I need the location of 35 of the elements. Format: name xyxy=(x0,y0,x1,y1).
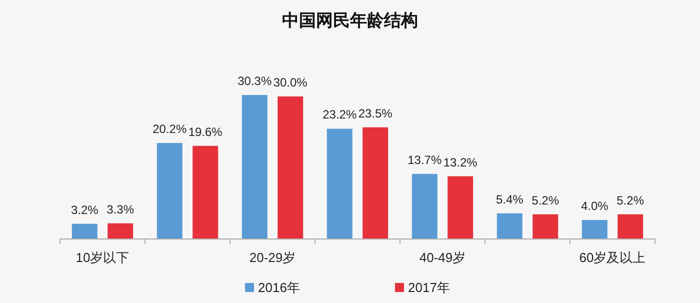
bar xyxy=(278,96,304,239)
chart-title: 中国网民年龄结构 xyxy=(282,11,418,30)
x-tick-label: 20-29岁 xyxy=(249,250,296,265)
bar xyxy=(496,213,522,239)
bar xyxy=(362,127,388,239)
data-label: 19.6% xyxy=(188,124,223,139)
data-label: 5.2% xyxy=(616,193,644,208)
data-label: 23.5% xyxy=(358,106,393,120)
data-label: 4.0% xyxy=(580,198,609,213)
x-tick-label: 40-49岁 xyxy=(419,250,466,265)
data-label: 30.3% xyxy=(238,74,272,88)
bar xyxy=(72,224,98,239)
bar xyxy=(618,214,644,239)
data-label: 13.7% xyxy=(408,152,442,167)
bar xyxy=(448,176,474,239)
data-label: 3.3% xyxy=(106,202,134,216)
data-label: 30.0% xyxy=(273,75,308,90)
legend-label: 2017年 xyxy=(408,280,450,295)
x-tick-label: 60岁及以上 xyxy=(579,250,646,265)
data-label: 20.2% xyxy=(152,122,187,136)
x-tick-label: 10岁以下 xyxy=(76,250,130,265)
data-label: 23.2% xyxy=(322,108,357,122)
bar xyxy=(192,146,218,239)
bar xyxy=(412,174,438,239)
data-label: 13.2% xyxy=(443,155,478,170)
data-label: 5.4% xyxy=(496,192,524,206)
bar xyxy=(156,143,182,239)
bar xyxy=(242,95,268,239)
data-label: 5.2% xyxy=(532,193,560,208)
bar xyxy=(326,128,352,239)
bar xyxy=(582,220,608,239)
legend-label: 2016年 xyxy=(258,280,300,295)
bar xyxy=(532,214,558,239)
data-label: 3.2% xyxy=(70,202,99,217)
bar xyxy=(108,223,134,239)
